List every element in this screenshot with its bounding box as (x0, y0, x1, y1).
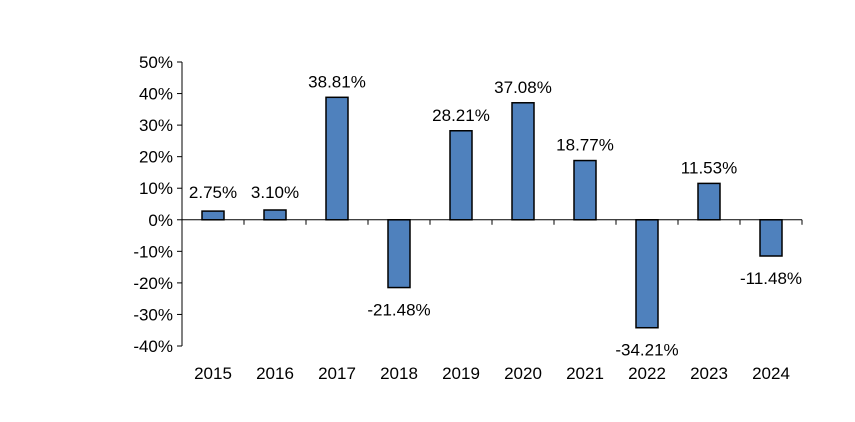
x-axis-labels: 2015 2016 2017 2018 2019 2020 2021 2022 2023 2024 (194, 364, 790, 383)
bar-2019 (449, 130, 473, 221)
zero-axis (181, 219, 803, 225)
data-label: 2.75% (189, 183, 237, 202)
x-tick-label: 2015 (194, 364, 232, 383)
y-tick-label: 50% (139, 53, 173, 72)
bar-2017 (325, 96, 349, 221)
bars (201, 96, 783, 329)
x-tick-label: 2023 (690, 364, 728, 383)
data-label: 11.53% (681, 158, 737, 177)
data-label: -11.48% (740, 269, 802, 288)
data-label: -21.48% (367, 301, 430, 320)
y-tick-label: 10% (139, 179, 173, 198)
bar-2022 (635, 219, 659, 329)
data-labels: 2.75% 3.10% 38.81% -21.48% 28.21%37.08% 18.77… (189, 72, 802, 359)
bar-2020 (511, 102, 535, 221)
y-tick-label: 30% (139, 116, 173, 135)
data-label: -34.21% (615, 341, 678, 360)
bar-2024 (759, 219, 783, 257)
data-label: 37.08% (494, 78, 552, 97)
x-tick-label: 2018 (380, 364, 418, 383)
data-label: 38.81% (308, 72, 366, 91)
x-tick-label: 2017 (318, 364, 356, 383)
bar-2023 (697, 182, 721, 221)
x-tick-label: 2020 (504, 364, 542, 383)
x-tick-label: 2016 (256, 364, 294, 383)
y-tick-label: -20% (133, 274, 173, 293)
x-tick-label: 2019 (442, 364, 480, 383)
y-tick-label: -30% (133, 305, 173, 324)
y-tick-label: -10% (133, 242, 173, 261)
y-tick-label: -40% (133, 337, 173, 356)
x-tick-label: 2021 (566, 364, 604, 383)
x-tick-label: 2022 (628, 364, 666, 383)
y-tick-label: 0% (148, 211, 173, 230)
y-axis: 50% 40% 30% 20% 10% 0% -10% -20% -30% -40% (133, 53, 183, 356)
data-label: 3.10% (251, 183, 299, 202)
y-tick-label: 40% (139, 85, 173, 104)
bar-2016 (263, 209, 287, 221)
x-tick-label: 2024 (752, 364, 790, 383)
data-label: 28.21% (432, 106, 490, 125)
y-tick-label: 20% (139, 148, 173, 167)
data-label: 18.77% (556, 136, 614, 155)
bar-2015 (201, 210, 225, 221)
bar-2018 (387, 219, 411, 289)
bar-2021 (573, 159, 597, 221)
